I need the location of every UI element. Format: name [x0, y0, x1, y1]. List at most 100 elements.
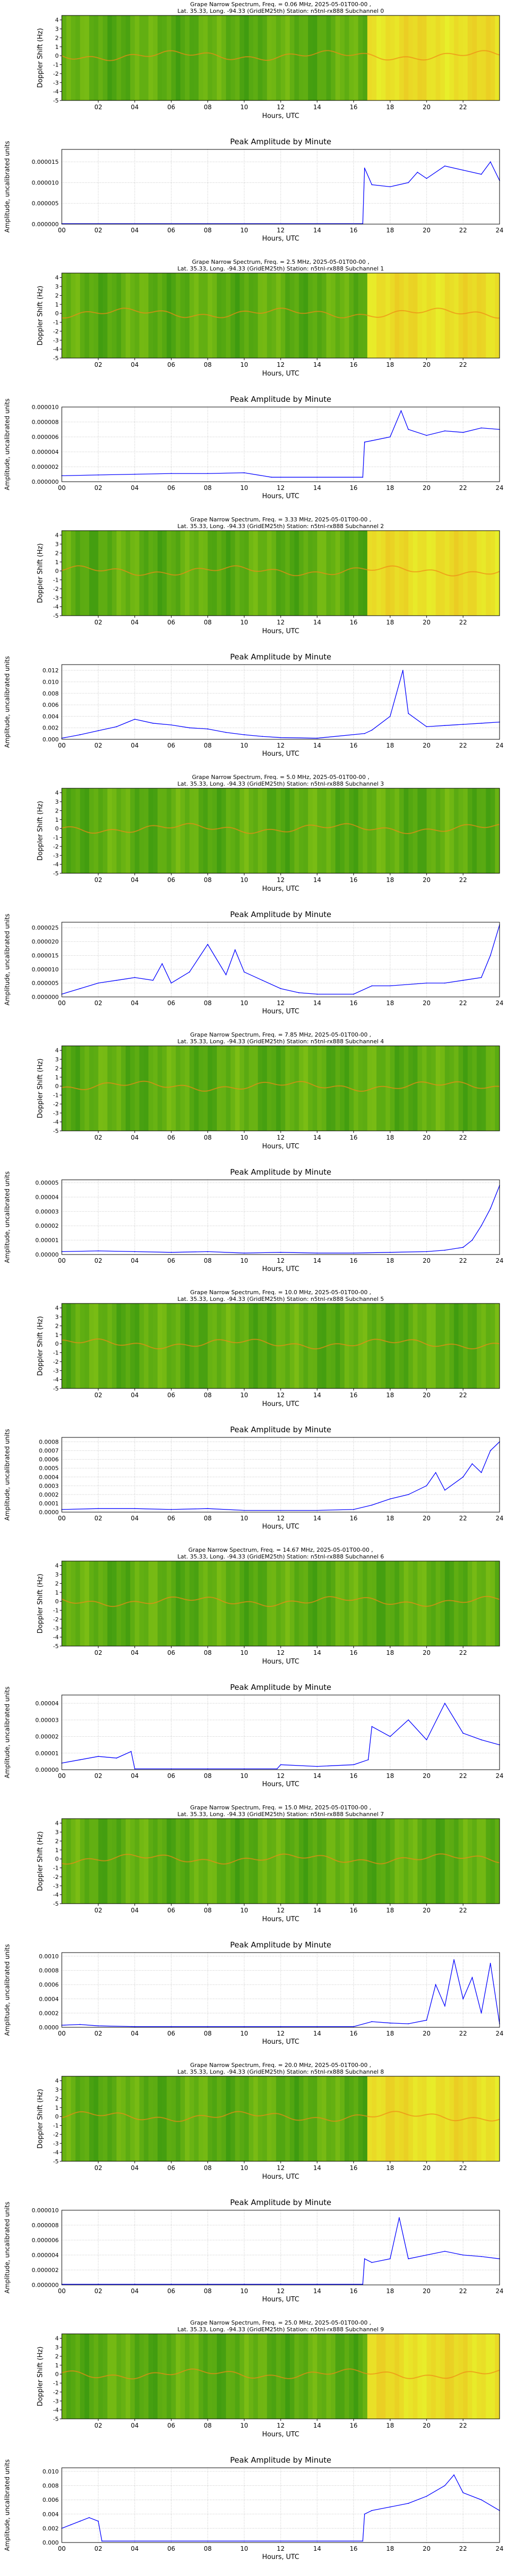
spectrum-xtick-label: 16	[350, 2164, 357, 2172]
heatmap-column	[166, 1819, 172, 1904]
amplitude-point	[364, 2513, 365, 2515]
heatmap-column	[413, 1046, 418, 1131]
heatmap-column	[116, 1819, 122, 1904]
heatmap-column	[84, 15, 90, 100]
heatmap-column	[495, 1303, 500, 1388]
spectrum-xtick-label: 08	[204, 1392, 212, 1399]
heatmap-column	[121, 15, 126, 100]
amplitude-point	[480, 1472, 482, 1473]
heatmap-column	[230, 531, 236, 616]
heatmap-column	[157, 788, 163, 873]
amplitude-xtick-label: 06	[167, 2545, 175, 2552]
heatmap-column	[271, 1303, 277, 1388]
heatmap-column	[340, 2076, 345, 2161]
amplitude-title: Peak Amplitude by Minute	[230, 1425, 331, 1434]
amplitude-point	[207, 1508, 209, 1510]
spectrum-xtick-label: 12	[277, 2422, 284, 2429]
amplitude-point	[480, 2012, 482, 2014]
heatmap-column	[404, 2076, 409, 2161]
heatmap-column	[102, 2076, 108, 2161]
amplitude-point	[444, 982, 445, 984]
amplitude-xtick-label: 14	[313, 999, 321, 1007]
spectrum-xtick-label: 22	[459, 876, 467, 884]
heatmap-column	[134, 1819, 140, 1904]
amplitude-point	[444, 2005, 445, 2007]
heatmap-column	[454, 2334, 459, 2419]
heatmap-column	[413, 788, 418, 873]
heatmap-column	[98, 15, 104, 100]
amplitude-point	[371, 2262, 372, 2263]
heatmap-column	[121, 1303, 126, 1388]
heatmap-column	[258, 1046, 263, 1131]
heatmap-column	[358, 1819, 363, 1904]
amplitude-ytick-label: 0.000	[43, 2539, 59, 2546]
heatmap-column	[144, 15, 149, 100]
heatmap-column	[62, 15, 67, 100]
spectrum-xtick-label: 04	[131, 1907, 139, 1914]
heatmap-column	[130, 2334, 135, 2419]
spectrum-ytick-label: 0	[55, 568, 59, 574]
spectrum-xtick-label: 22	[459, 1134, 467, 1141]
amplitude-frame	[61, 664, 500, 740]
spectrum-ytick-label: -3	[53, 1110, 59, 1116]
amplitude-xtick-label: 10	[241, 2545, 248, 2552]
heatmap-column	[463, 1303, 468, 1388]
heatmap-column	[385, 1561, 391, 1646]
heatmap-column	[98, 531, 104, 616]
heatmap-column	[130, 531, 135, 616]
heatmap-column	[458, 788, 464, 873]
amplitude-ytick-label: 0.0000	[39, 2024, 59, 2031]
heatmap-column	[171, 531, 176, 616]
amplitude-xtick-label: 16	[350, 1515, 357, 1522]
heatmap-column	[102, 1561, 108, 1646]
heatmap-column	[431, 1046, 436, 1131]
amplitude-point	[426, 1739, 427, 1740]
amplitude-title: Peak Amplitude by Minute	[230, 1167, 331, 1177]
heatmap-column	[134, 1046, 140, 1131]
amplitude-point	[170, 2026, 172, 2027]
amplitude-xtick-label: 18	[386, 1772, 394, 1780]
heatmap-column	[217, 273, 222, 358]
heatmap-column	[312, 273, 318, 358]
amplitude-point	[389, 2506, 391, 2507]
spectrum-ytick-label: 3	[55, 1314, 59, 1320]
heatmap-column	[62, 1303, 67, 1388]
heatmap-column	[276, 1819, 281, 1904]
heatmap-column	[239, 15, 245, 100]
heatmap-column	[171, 273, 176, 358]
spectrum-ytick-label: 4	[55, 1305, 59, 1312]
heatmap-column	[271, 2334, 277, 2419]
heatmap-column	[144, 2334, 149, 2419]
heatmap-column	[267, 1819, 272, 1904]
spectrum-ytick-label: -2	[53, 71, 59, 77]
amplitude-xtick-label: 10	[241, 1772, 248, 1780]
heatmap-column	[107, 531, 112, 616]
spectrum-xtick-label: 18	[386, 104, 394, 111]
heatmap-column	[281, 1303, 286, 1388]
spectrum-ytick-label: -4	[53, 1119, 59, 1126]
spectrum-xtick-label: 06	[167, 1134, 175, 1141]
heatmap-column	[71, 788, 76, 873]
heatmap-column	[185, 1561, 190, 1646]
heatmap-column	[326, 273, 331, 358]
amplitude-xtick-label: 22	[459, 2287, 467, 2295]
amplitude-point	[207, 1768, 209, 1770]
subchannel-panel-6: Grape Narrow Spectrum, Freq. = 14.67 MHz…	[0, 1546, 515, 1803]
heatmap-column	[367, 15, 372, 100]
heatmap-column	[208, 531, 213, 616]
heatmap-column	[75, 788, 81, 873]
amplitude-point	[97, 1250, 99, 1251]
amplitude-ytick-label: 0.008	[43, 690, 59, 697]
heatmap-column	[431, 1819, 436, 1904]
heatmap-column	[171, 1561, 176, 1646]
heatmap-column	[235, 1819, 240, 1904]
heatmap-column	[75, 15, 81, 100]
spectrum-ytick-label: -5	[53, 870, 59, 877]
amplitude-xtick-label: 10	[241, 742, 248, 749]
heatmap-column	[203, 531, 208, 616]
heatmap-column	[468, 273, 473, 358]
heatmap-column	[308, 15, 313, 100]
heatmap-column	[121, 1819, 126, 1904]
amplitude-xtick-label: 18	[386, 1515, 394, 1522]
heatmap-column	[340, 273, 345, 358]
